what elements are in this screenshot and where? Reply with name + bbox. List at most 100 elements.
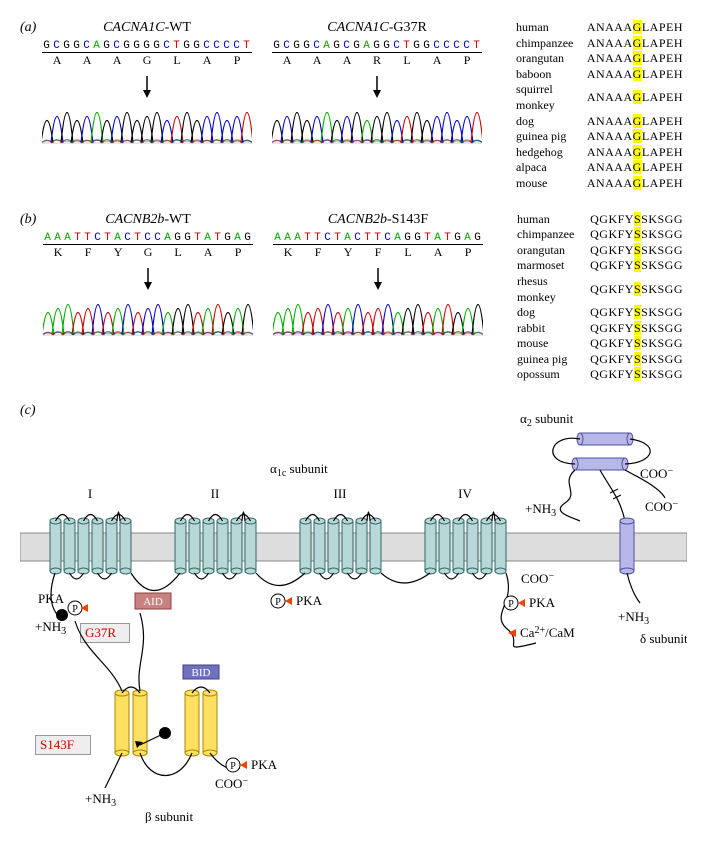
- transmembrane-helix: [189, 518, 200, 574]
- chromatogram: CACNB2b-WT AAATTCTACTCCAGGTATGAG KFYGLAP: [43, 212, 253, 340]
- chromatogram: CACNA1C-G37R GCGGCAGCGAGGCTGGCCCCT AAARL…: [272, 20, 482, 148]
- helix: [577, 433, 633, 445]
- transmembrane-helix: [92, 518, 103, 574]
- mutation-dot: [56, 609, 68, 621]
- pka-label: PKA: [529, 595, 556, 610]
- species-name: guinea pig: [512, 129, 583, 145]
- nh3-label: +NH3: [35, 619, 66, 637]
- coo-label: COO−: [640, 466, 673, 481]
- species-name: orangutan: [512, 51, 583, 67]
- svg-text:P: P: [230, 761, 236, 772]
- panel-b-conservation: human QGKFYSSKSGG chimpanzee QGKFYSSKSGG…: [513, 212, 687, 384]
- species-name: rabbit: [513, 321, 586, 337]
- conservation-seq: ANAAAGLAPEH: [583, 176, 687, 192]
- species-name: alpaca: [512, 160, 583, 176]
- helix: [572, 458, 628, 470]
- alpha2-label: α2 subunit: [520, 411, 574, 429]
- trace-title: CACNB2b: [328, 212, 387, 227]
- pka-triangle: [518, 599, 525, 607]
- conservation-row: guinea pig ANAAAGLAPEH: [512, 129, 687, 145]
- coo-label: COO−: [521, 571, 554, 586]
- conservation-row: human QGKFYSSKSGG: [513, 212, 687, 228]
- cacam-label: Ca2+/CaM: [520, 625, 575, 640]
- species-name: dog: [512, 114, 583, 130]
- amino-acid-row: AAAGLAP: [42, 53, 252, 68]
- conservation-seq: ANAAAGLAPEH: [583, 82, 687, 113]
- coo-label: COO−: [215, 776, 248, 791]
- conservation-seq: ANAAAGLAPEH: [583, 20, 687, 36]
- panel-a-conservation: human ANAAAGLAPEH chimpanzee ANAAAGLAPEH…: [512, 20, 687, 192]
- transmembrane-helix: [425, 518, 436, 574]
- species-name: baboon: [512, 67, 583, 83]
- domain-label: IV: [458, 486, 472, 501]
- species-name: human: [512, 20, 583, 36]
- conservation-row: dog QGKFYSSKSGG: [513, 305, 687, 321]
- coo-label: COO−: [645, 499, 678, 514]
- transmembrane-helix: [314, 518, 325, 574]
- species-name: rhesus monkey: [513, 274, 586, 305]
- pka-label: PKA: [296, 593, 323, 608]
- chromatogram: CACNB2b-S143F AAATTCTACTTCAGGTATGAG KFYF…: [273, 212, 483, 340]
- amino-acid-row: KFYGLAP: [43, 245, 253, 260]
- conservation-seq: ANAAAGLAPEH: [583, 67, 687, 83]
- transmembrane-helix: [453, 518, 464, 574]
- conservation-row: chimpanzee QGKFYSSKSGG: [513, 227, 687, 243]
- conservation-seq: ANAAAGLAPEH: [583, 129, 687, 145]
- domain-label: II: [211, 486, 220, 501]
- svg-text:P: P: [72, 604, 78, 615]
- species-name: opossum: [513, 367, 586, 383]
- domain-label: I: [88, 486, 92, 501]
- amino-acid-row: KFYFLAP: [273, 245, 483, 260]
- species-name: dog: [513, 305, 586, 321]
- panel-b-traces: CACNB2b-WT AAATTCTACTCCAGGTATGAG KFYGLAP…: [43, 212, 503, 340]
- transmembrane-helix: [115, 690, 129, 756]
- nucleotide-row: AAATTCTACTCCAGGTATGAG: [43, 232, 253, 245]
- conservation-row: rhesus monkey QGKFYSSKSGG: [513, 274, 687, 305]
- conservation-seq: QGKFYSSKSGG: [586, 274, 687, 305]
- species-name: orangutan: [513, 243, 586, 259]
- nh3-label: +NH3: [85, 791, 116, 809]
- transmembrane-helix: [50, 518, 61, 574]
- species-name: hedgehog: [512, 145, 583, 161]
- conservation-row: orangutan QGKFYSSKSGG: [513, 243, 687, 259]
- conservation-seq: ANAAAGLAPEH: [583, 114, 687, 130]
- conservation-seq: ANAAAGLAPEH: [583, 51, 687, 67]
- panel-a: (a) CACNA1C-WT GCGGCAGCGGGGCTGGCCCCT AAA…: [20, 20, 687, 192]
- conservation-row: chimpanzee ANAAAGLAPEH: [512, 36, 687, 52]
- g37r-label: G37R: [80, 623, 130, 643]
- svg-text:P: P: [275, 597, 281, 608]
- chromatogram: CACNA1C-WT GCGGCAGCGGGGCTGGCCCCT AAAGLAP: [42, 20, 252, 148]
- beta-label: β subunit: [145, 809, 194, 823]
- transmembrane-helix: [231, 518, 242, 574]
- conservation-row: marmoset QGKFYSSKSGG: [513, 258, 687, 274]
- pka-triangle: [81, 604, 88, 612]
- amino-acid-row: AAARLAP: [272, 53, 482, 68]
- conservation-row: mouse QGKFYSSKSGG: [513, 336, 687, 352]
- transmembrane-helix: [203, 690, 217, 756]
- transmembrane-helix: [245, 518, 256, 574]
- nucleotide-row: GCGGCAGCGAGGCTGGCCCCT: [272, 40, 482, 53]
- conservation-row: alpaca ANAAAGLAPEH: [512, 160, 687, 176]
- species-name: squirrel monkey: [512, 82, 583, 113]
- nh3-label: +NH3: [618, 609, 649, 627]
- species-name: human: [513, 212, 586, 228]
- domain-label: III: [334, 486, 347, 501]
- conservation-seq: QGKFYSSKSGG: [586, 336, 687, 352]
- nucleotide-row: GCGGCAGCGGGGCTGGCCCCT: [42, 40, 252, 53]
- nucleotide-row: AAATTCTACTTCAGGTATGAG: [273, 232, 483, 245]
- trace-title: CACNA1C: [327, 20, 388, 35]
- conservation-row: baboon ANAAAGLAPEH: [512, 67, 687, 83]
- transmembrane-helix: [175, 518, 186, 574]
- transmembrane-helix: [203, 518, 214, 574]
- transmembrane-helix: [78, 518, 89, 574]
- panel-c: (c) I II: [20, 403, 687, 823]
- bid-label: BID: [192, 667, 211, 679]
- pka-triangle: [285, 597, 292, 605]
- pka-label: PKA: [38, 591, 65, 606]
- conservation-row: squirrel monkey ANAAAGLAPEH: [512, 82, 687, 113]
- transmembrane-helix: [620, 518, 634, 574]
- svg-text:P: P: [508, 599, 514, 610]
- conservation-seq: QGKFYSSKSGG: [586, 212, 687, 228]
- trace-title: CACNA1C: [103, 20, 164, 35]
- conservation-seq: QGKFYSSKSGG: [586, 321, 687, 337]
